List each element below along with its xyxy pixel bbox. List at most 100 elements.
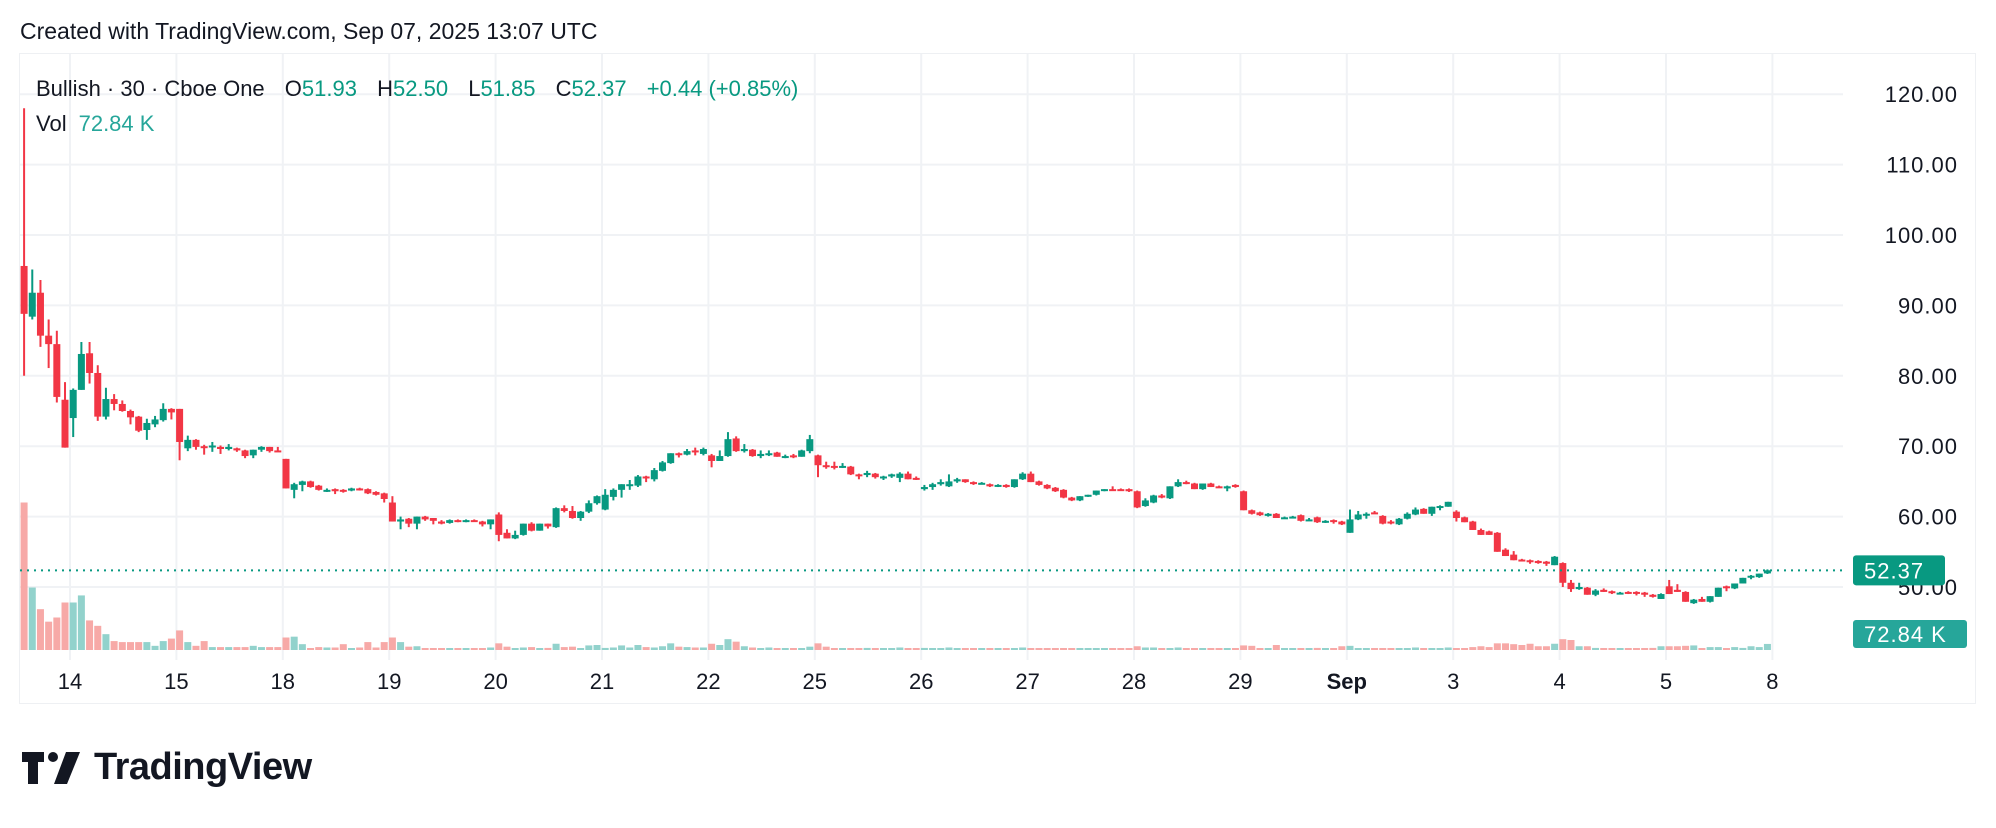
candle-body bbox=[347, 488, 355, 491]
volume-bar bbox=[1109, 648, 1117, 650]
candle-body bbox=[716, 456, 724, 461]
volume-bar bbox=[1387, 648, 1395, 650]
candle-body bbox=[176, 408, 184, 442]
candle-up bbox=[184, 435, 192, 452]
tradingview-logo[interactable]: TradingView bbox=[22, 746, 312, 789]
candle-body bbox=[167, 408, 175, 413]
volume-bar bbox=[601, 647, 609, 650]
candle-body bbox=[1338, 521, 1346, 525]
volume-bar bbox=[994, 648, 1002, 650]
candle-down bbox=[1060, 489, 1068, 499]
candle-down bbox=[830, 461, 838, 470]
candle-up bbox=[806, 434, 814, 454]
candle-body bbox=[36, 292, 44, 336]
candle-down bbox=[1682, 591, 1690, 602]
volume-bar bbox=[323, 647, 331, 650]
volume-bar bbox=[658, 646, 666, 650]
candle-body bbox=[86, 353, 94, 373]
candle-body bbox=[1477, 529, 1485, 535]
volume-bar bbox=[1755, 647, 1763, 650]
candle-body bbox=[1281, 517, 1289, 520]
candle-down bbox=[1387, 520, 1395, 525]
candle-body bbox=[298, 481, 306, 485]
volume-bar bbox=[53, 617, 61, 650]
candle-down bbox=[1722, 585, 1730, 592]
candle-up bbox=[208, 441, 216, 452]
candle-body bbox=[405, 518, 413, 524]
volume-bar bbox=[855, 648, 863, 650]
volume-bar bbox=[798, 648, 806, 650]
candle-down bbox=[495, 512, 503, 542]
candle-body bbox=[1698, 598, 1706, 602]
volume-bar bbox=[1714, 647, 1722, 650]
volume-bar bbox=[282, 637, 290, 650]
volume-bar bbox=[503, 646, 511, 650]
candle-up bbox=[1657, 593, 1665, 599]
candle-body bbox=[1420, 508, 1428, 514]
candle-body bbox=[577, 511, 585, 519]
candle-body bbox=[1682, 591, 1690, 602]
volume-bar bbox=[1444, 647, 1452, 650]
candle-body bbox=[1076, 496, 1084, 501]
candle-body bbox=[1444, 501, 1452, 507]
volume-bar bbox=[1551, 643, 1559, 650]
candle-up bbox=[839, 463, 847, 469]
volume-bar bbox=[1665, 646, 1673, 650]
candle-body bbox=[1199, 483, 1207, 490]
candle-body bbox=[1043, 484, 1051, 489]
candle-up bbox=[953, 477, 961, 483]
candle-down bbox=[1117, 488, 1125, 492]
candle-body bbox=[912, 477, 920, 480]
candle-body bbox=[1141, 500, 1149, 507]
candle-down bbox=[176, 408, 184, 461]
candle-body bbox=[789, 455, 797, 458]
candle-body bbox=[528, 523, 536, 531]
candle-body bbox=[650, 470, 658, 480]
candle-body bbox=[1608, 591, 1616, 594]
candle-down bbox=[1027, 471, 1035, 483]
candle-body bbox=[1371, 512, 1379, 515]
candle-down bbox=[282, 458, 290, 489]
candle-body bbox=[847, 466, 855, 475]
volume-bar bbox=[421, 648, 429, 650]
volume-bar bbox=[1174, 647, 1182, 650]
candle-down bbox=[503, 529, 511, 539]
candle-down bbox=[1502, 548, 1510, 557]
candle-up bbox=[1150, 494, 1158, 504]
volume-bar bbox=[1231, 648, 1239, 650]
x-tick-label: 4 bbox=[1553, 669, 1565, 694]
candle-body bbox=[1714, 587, 1722, 597]
y-tick-label: 100.00 bbox=[1885, 223, 1958, 248]
volume-bar bbox=[1199, 648, 1207, 650]
volume-bar bbox=[1673, 646, 1681, 650]
volume-bar bbox=[1583, 646, 1591, 650]
y-tick-label: 70.00 bbox=[1898, 434, 1958, 459]
x-tick-label: 3 bbox=[1447, 669, 1459, 694]
candle-down bbox=[1256, 511, 1264, 516]
candle-body bbox=[1379, 515, 1387, 524]
candle-body bbox=[1485, 531, 1493, 535]
candle-body bbox=[1002, 484, 1010, 488]
volume-bar bbox=[413, 646, 421, 650]
volume-bar bbox=[1616, 648, 1624, 650]
candle-up bbox=[1346, 509, 1354, 533]
candle-body bbox=[110, 399, 118, 404]
volume-bar bbox=[438, 648, 446, 650]
candle-down bbox=[986, 483, 994, 488]
volume-bar bbox=[634, 645, 642, 650]
volume-bar bbox=[446, 648, 454, 650]
volume-bar bbox=[830, 648, 838, 650]
candle-body bbox=[1158, 495, 1166, 498]
volume-bar bbox=[1395, 648, 1403, 650]
candle-down bbox=[1567, 579, 1575, 592]
candle-up bbox=[536, 523, 544, 531]
volume-bar bbox=[77, 595, 85, 650]
candle-up bbox=[1411, 507, 1419, 516]
candle-down bbox=[528, 522, 536, 532]
high-label: H bbox=[377, 76, 393, 101]
volume-bar bbox=[347, 648, 355, 650]
volume-bar bbox=[519, 647, 527, 650]
tradingview-logo-icon bbox=[22, 751, 80, 784]
candle-up bbox=[650, 468, 658, 482]
